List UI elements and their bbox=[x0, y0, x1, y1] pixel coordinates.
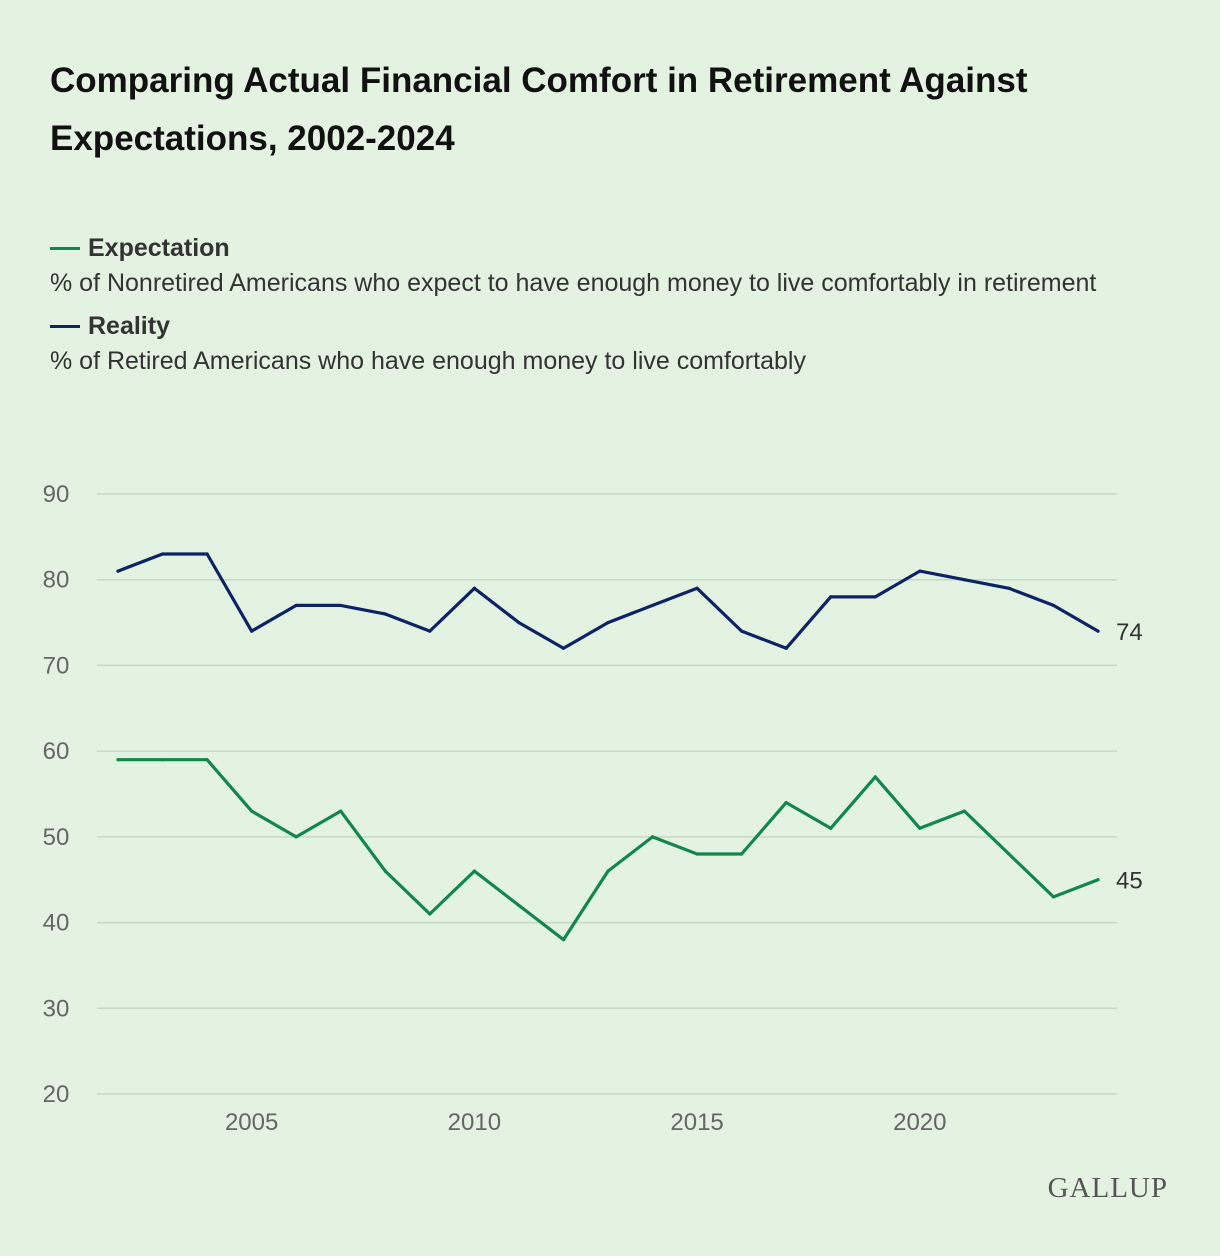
end-label-reality: 74 bbox=[1116, 619, 1143, 646]
data-point-expectation-2018 bbox=[829, 826, 833, 830]
y-tick-label-30: 30 bbox=[43, 995, 70, 1022]
data-point-expectation-2016 bbox=[740, 852, 744, 856]
legend-item-reality: Reality % of Retired Americans who have … bbox=[50, 304, 1170, 378]
data-point-reality-2022 bbox=[1007, 586, 1011, 590]
data-point-reality-2018 bbox=[829, 595, 833, 599]
data-point-reality-2010 bbox=[472, 586, 476, 590]
data-point-reality-2023 bbox=[1051, 603, 1056, 608]
legend-item-expectation: Expectation % of Nonretired Americans wh… bbox=[50, 226, 1170, 300]
data-point-reality-2014 bbox=[650, 603, 655, 608]
y-tick-label-20: 20 bbox=[43, 1081, 70, 1108]
y-tick-label-80: 80 bbox=[43, 567, 70, 594]
data-point-reality-2012 bbox=[561, 646, 566, 650]
data-point-expectation-2015 bbox=[695, 852, 699, 856]
legend-label-reality: Reality bbox=[88, 311, 170, 340]
chart-title: Comparing Actual Financial Comfort in Re… bbox=[50, 61, 1028, 158]
data-point-expectation-2014 bbox=[650, 835, 655, 839]
data-point-expectation-2004 bbox=[205, 758, 209, 762]
legend-description-reality: % of Retired Americans who have enough m… bbox=[50, 347, 806, 375]
legend-swatch-expectation bbox=[50, 246, 80, 250]
series-line-expectation bbox=[116, 758, 1100, 942]
x-tick-label-2020: 2020 bbox=[893, 1109, 946, 1136]
data-point-reality-2024 bbox=[1096, 629, 1100, 633]
data-point-reality-2002 bbox=[116, 569, 120, 573]
data-point-reality-2019 bbox=[873, 595, 877, 599]
data-point-expectation-2009 bbox=[428, 912, 432, 916]
data-point-reality-2020 bbox=[918, 569, 922, 573]
data-point-expectation-2012 bbox=[561, 938, 566, 942]
y-tick-label-60: 60 bbox=[43, 738, 70, 765]
data-point-expectation-2008 bbox=[383, 869, 387, 873]
y-tick-label-70: 70 bbox=[43, 652, 70, 679]
y-tick-label-90: 90 bbox=[43, 481, 70, 508]
legend: Expectation % of Nonretired Americans wh… bbox=[50, 226, 1170, 382]
data-point-expectation-2002 bbox=[116, 758, 120, 762]
data-point-expectation-2007 bbox=[339, 809, 343, 813]
y-tick-label-40: 40 bbox=[43, 910, 70, 937]
data-point-expectation-2023 bbox=[1051, 895, 1056, 899]
data-point-reality-2005 bbox=[250, 629, 254, 633]
end-label-expectation: 45 bbox=[1116, 868, 1143, 895]
gallup-logo: GALLUP bbox=[1047, 1172, 1168, 1204]
legend-description-expectation: % of Nonretired Americans who expect to … bbox=[50, 269, 1097, 297]
line-chart: 20 30 40 50 60 70 80 90 2005 2010 2015 2020 74 45 bbox=[43, 481, 1143, 1136]
series-line-reality bbox=[116, 552, 1100, 650]
data-point-expectation-2022 bbox=[1007, 852, 1011, 856]
x-tick-label-2015: 2015 bbox=[670, 1109, 723, 1136]
data-point-expectation-2020 bbox=[918, 826, 922, 830]
legend-label-expectation: Expectation bbox=[88, 233, 230, 262]
data-point-expectation-2013 bbox=[606, 869, 610, 873]
data-point-reality-2007 bbox=[339, 603, 343, 608]
data-point-reality-2004 bbox=[205, 552, 209, 556]
y-tick-label-50: 50 bbox=[43, 824, 70, 851]
data-point-expectation-2011 bbox=[517, 903, 521, 908]
data-point-reality-2017 bbox=[784, 646, 788, 650]
data-point-expectation-2021 bbox=[962, 809, 966, 813]
data-point-reality-2016 bbox=[740, 629, 744, 633]
data-point-expectation-2006 bbox=[294, 835, 298, 839]
x-tick-label-2005: 2005 bbox=[225, 1109, 278, 1136]
data-point-expectation-2010 bbox=[472, 869, 476, 873]
data-point-expectation-2019 bbox=[873, 775, 877, 779]
data-point-expectation-2005 bbox=[250, 809, 254, 813]
data-point-reality-2013 bbox=[606, 620, 610, 625]
data-point-expectation-2024 bbox=[1096, 878, 1100, 882]
data-point-reality-2011 bbox=[517, 620, 521, 625]
data-point-expectation-2017 bbox=[784, 800, 788, 805]
data-point-reality-2008 bbox=[383, 612, 387, 616]
data-point-reality-2015 bbox=[695, 586, 699, 590]
data-point-reality-2003 bbox=[160, 552, 165, 556]
x-tick-label-2010: 2010 bbox=[448, 1109, 501, 1136]
legend-swatch-reality bbox=[50, 324, 80, 328]
data-point-expectation-2003 bbox=[160, 758, 165, 762]
data-point-reality-2021 bbox=[962, 578, 966, 582]
data-point-reality-2009 bbox=[428, 629, 432, 633]
data-point-reality-2006 bbox=[294, 603, 298, 608]
